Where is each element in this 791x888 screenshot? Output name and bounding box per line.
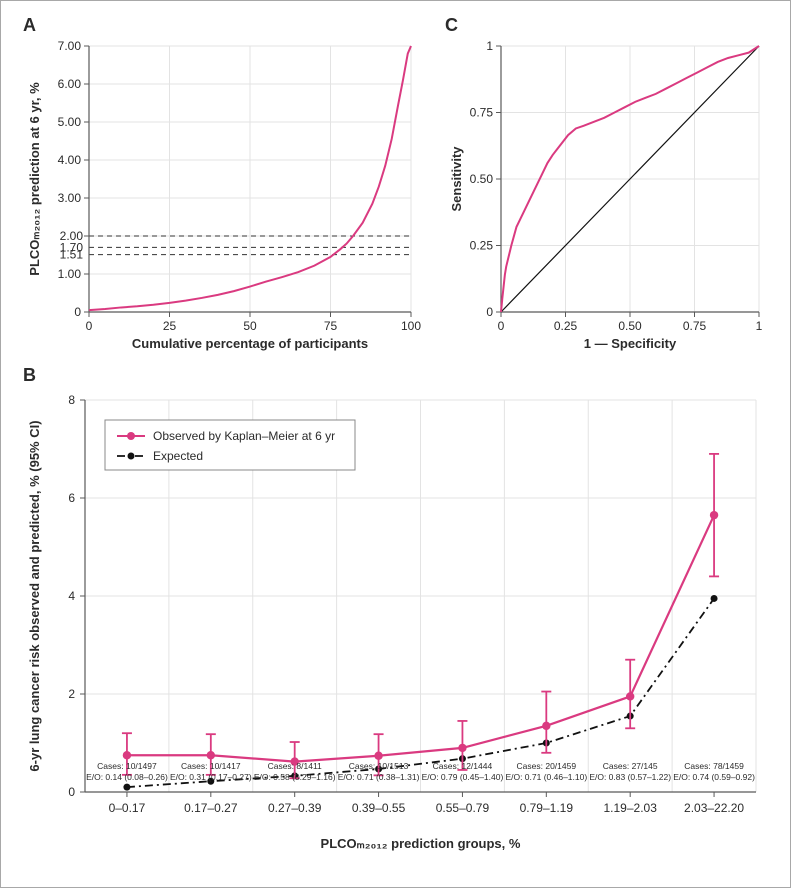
svg-text:0.25: 0.25 bbox=[470, 239, 494, 253]
svg-text:0.50: 0.50 bbox=[470, 172, 494, 186]
svg-text:6: 6 bbox=[68, 491, 75, 505]
group-label: 0.55–0.79 bbox=[436, 801, 490, 815]
expected-point bbox=[123, 784, 130, 791]
observed-point bbox=[123, 751, 131, 759]
panel-b-xlabel: PLCOₘ₂₀₁₂ prediction groups, % bbox=[321, 836, 521, 851]
svg-text:0: 0 bbox=[486, 305, 493, 319]
legend-box bbox=[105, 420, 355, 470]
group-label: 0.27–0.39 bbox=[268, 801, 322, 815]
panel-B-svg: 0 2 4 6 8 Cases: 10/1497E/O: 0.14 (0.08–0.26)… bbox=[23, 386, 768, 864]
svg-text:0.25: 0.25 bbox=[554, 319, 578, 333]
panel-a-ylabel: PLCOₘ₂₀₁₂ prediction at 6 yr, % bbox=[27, 82, 42, 276]
annotation-cases: Cases: 10/1497 bbox=[97, 761, 157, 771]
svg-text:4.00: 4.00 bbox=[58, 153, 82, 167]
observed-point bbox=[374, 752, 382, 760]
svg-text:100: 100 bbox=[401, 319, 421, 333]
group-label: 1.19–2.03 bbox=[603, 801, 657, 815]
svg-text:0: 0 bbox=[68, 785, 75, 799]
annotation-eo: E/O: 0.74 (0.59–0.92) bbox=[673, 772, 755, 782]
annotation-cases: Cases: 27/145 bbox=[603, 761, 658, 771]
panel-C-label: C bbox=[445, 15, 768, 36]
observed-point bbox=[542, 722, 550, 730]
panel-A-svg: 1.511.702.00025507510001.003.004.005.006… bbox=[23, 36, 421, 354]
svg-text:0.50: 0.50 bbox=[618, 319, 642, 333]
panel-A-label: A bbox=[23, 15, 421, 36]
annotation-eo: E/O: 0.14 (0.08–0.26) bbox=[86, 772, 168, 782]
legend-expected: Expected bbox=[153, 449, 203, 463]
panel-C-svg: 0 0.25 0.50 0.75 1 0 0.25 0.50 0.75 1 1 — Specific… bbox=[445, 36, 767, 354]
svg-text:6.00: 6.00 bbox=[58, 77, 82, 91]
svg-text:0: 0 bbox=[86, 319, 93, 333]
observed-point bbox=[710, 511, 718, 519]
svg-text:2: 2 bbox=[68, 687, 75, 701]
svg-text:4: 4 bbox=[68, 589, 75, 603]
annotation-eo: E/O: 0.83 (0.57–1.22) bbox=[589, 772, 671, 782]
figure-frame: A 1.511.702.00025507510001.003.004.005.0… bbox=[0, 0, 791, 888]
annotation-cases: Cases: 78/1459 bbox=[684, 761, 744, 771]
annotation-eo: E/O: 0.71 (0.46–1.10) bbox=[505, 772, 587, 782]
group-label: 0–0.17 bbox=[109, 801, 146, 815]
panel-a-xlabel: Cumulative percentage of participants bbox=[132, 336, 368, 351]
svg-text:3.00: 3.00 bbox=[58, 191, 82, 205]
group-label: 0.39–0.55 bbox=[352, 801, 406, 815]
panel-c-ylabel: Sensitivity bbox=[449, 146, 464, 212]
svg-text:1: 1 bbox=[756, 319, 763, 333]
panel-B: B 0 2 4 6 8 Cases: 10/1497E/O: 0.14 (0.08–0.2… bbox=[23, 365, 768, 873]
observed-point bbox=[207, 751, 215, 759]
legend-observed: Observed by Kaplan–Meier at 6 yr bbox=[153, 429, 335, 443]
annotation-eo: E/O: 0.31 (0.17–0.27) bbox=[170, 772, 252, 782]
annotation-cases: Cases: 8/1411 bbox=[268, 761, 322, 771]
annotation-eo: E/O: 0.79 (0.45–1.40) bbox=[422, 772, 504, 782]
svg-text:0: 0 bbox=[498, 319, 505, 333]
panel-b-ylabel: 6-yr lung cancer risk observed and predi… bbox=[27, 420, 42, 771]
svg-text:7.00: 7.00 bbox=[58, 39, 82, 53]
annotation-cases: Cases: 20/1459 bbox=[517, 761, 577, 771]
observed-point bbox=[626, 692, 634, 700]
top-row: A 1.511.702.00025507510001.003.004.005.0… bbox=[23, 15, 768, 355]
panel-C: C 0 0.25 0.50 0.75 1 0 0.25 0.50 0.75 1 1 — Specif… bbox=[445, 15, 768, 355]
svg-text:0: 0 bbox=[74, 305, 81, 319]
svg-text:0.75: 0.75 bbox=[470, 106, 494, 120]
svg-text:8: 8 bbox=[68, 393, 75, 407]
panel-A: A 1.511.702.00025507510001.003.004.005.0… bbox=[23, 15, 421, 355]
svg-text:75: 75 bbox=[324, 319, 338, 333]
annotation-cases: Cases: 12/1444 bbox=[433, 761, 493, 771]
svg-text:25: 25 bbox=[163, 319, 177, 333]
group-label: 0.17–0.27 bbox=[184, 801, 238, 815]
panel-c-xlabel: 1 — Specificity bbox=[584, 336, 677, 351]
annotation-cases: Cases: 10/1417 bbox=[181, 761, 241, 771]
svg-text:0.75: 0.75 bbox=[683, 319, 707, 333]
expected-point bbox=[711, 595, 718, 602]
group-label: 2.03–22.20 bbox=[684, 801, 744, 815]
annotation-cases: Cases: 10/1513 bbox=[349, 761, 409, 771]
svg-text:1.00: 1.00 bbox=[58, 267, 82, 281]
annotation-eo: E/O: 0.71 (0.38–1.31) bbox=[338, 772, 420, 782]
observed-point bbox=[458, 744, 466, 752]
svg-text:50: 50 bbox=[243, 319, 257, 333]
group-label: 0.79–1.19 bbox=[520, 801, 574, 815]
hline-label-2: 2.00 bbox=[60, 229, 84, 243]
svg-text:5.00: 5.00 bbox=[58, 115, 82, 129]
panel-B-label: B bbox=[23, 365, 768, 386]
annotation-eo: E/O: 0.58 (0.29–1.16) bbox=[254, 772, 336, 782]
svg-text:1: 1 bbox=[486, 39, 493, 53]
